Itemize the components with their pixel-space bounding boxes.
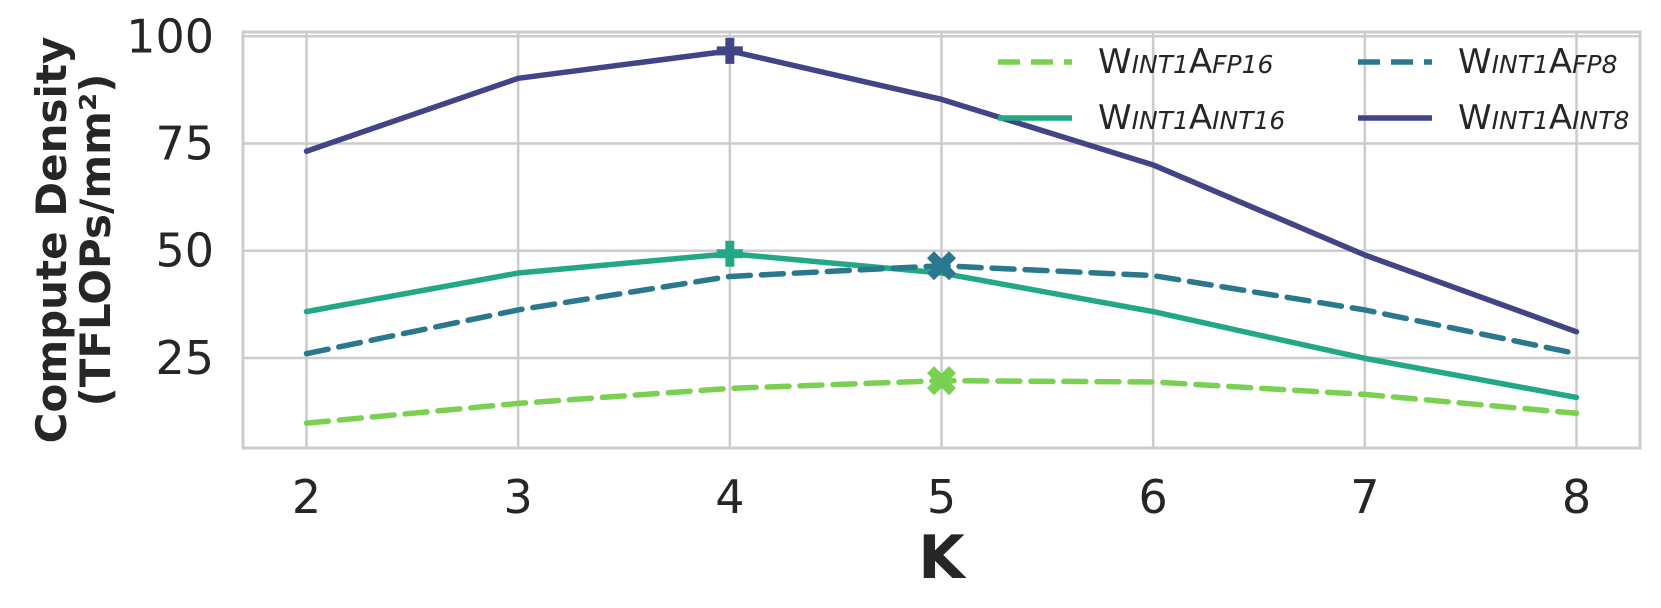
y-tick-label: 25 [155, 331, 214, 385]
series-line [303, 250, 1580, 401]
x-tick-label: 7 [1350, 470, 1379, 524]
legend-entry: WINT1AINT8 [1458, 98, 1629, 138]
x-tick-label: 4 [715, 470, 744, 524]
peak-marker-plus [725, 240, 735, 267]
legend-entry: WINT1AFP16 [1098, 42, 1273, 82]
x-tick-label: 6 [1139, 470, 1168, 524]
x-axis-label: K [918, 523, 967, 593]
x-tick-label: 2 [292, 470, 321, 524]
grid [243, 32, 1640, 448]
series-line [303, 48, 1580, 335]
y-axis-label-line1: Compute Density [27, 37, 76, 444]
legend-entry: WINT1AINT16 [1098, 98, 1285, 138]
x-tick-label: 5 [927, 470, 956, 524]
peak-markers [716, 37, 957, 396]
x-tick-label: 8 [1562, 470, 1591, 524]
y-tick-label: 75 [155, 117, 214, 171]
legend-entry: WINT1AFP8 [1458, 42, 1618, 82]
peak-marker-plus [725, 37, 735, 64]
y-axis-label-line2: (TFLOPs/mm²) [71, 73, 120, 406]
plot-frame [241, 30, 1642, 450]
y-tick-label: 100 [126, 9, 214, 63]
y-tick-label: 50 [155, 224, 214, 278]
tick-labels: 2 3 4 5 6 7 8 25 50 75 100 [126, 9, 1591, 524]
peak-marker-x [926, 251, 957, 281]
peak-marker-x [926, 366, 957, 396]
legend: WINT1AFP16 WINT1AINT16 WINT1AFP8 WINT1AINT8 [998, 42, 1629, 138]
x-tick-label: 3 [504, 470, 533, 524]
